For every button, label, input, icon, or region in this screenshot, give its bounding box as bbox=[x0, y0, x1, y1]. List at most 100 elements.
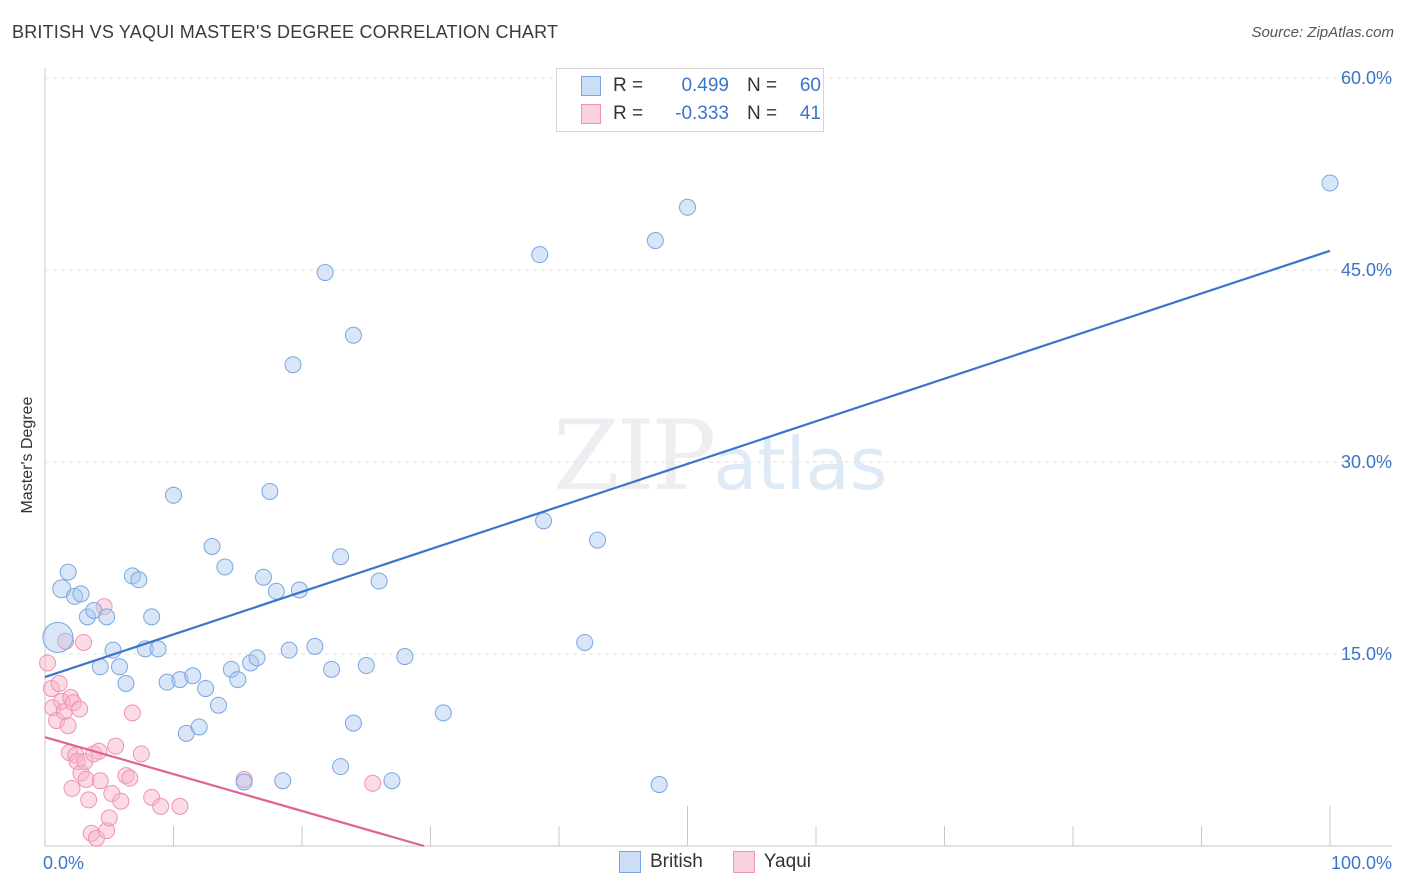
british-point bbox=[165, 486, 182, 504]
british-point bbox=[370, 572, 388, 590]
british-point bbox=[531, 246, 549, 264]
british-trend-line bbox=[44, 249, 1331, 679]
british-point bbox=[679, 198, 696, 216]
legend-british-swatch bbox=[619, 851, 641, 873]
grid-layer bbox=[45, 77, 1392, 655]
british-point bbox=[216, 558, 234, 576]
british-point bbox=[383, 772, 401, 790]
british-point bbox=[254, 568, 272, 586]
british-point bbox=[117, 674, 135, 692]
british-point bbox=[235, 773, 253, 791]
yaqui-point bbox=[77, 770, 95, 788]
yaqui-point bbox=[71, 700, 89, 718]
british-n-label: N = bbox=[747, 75, 778, 96]
yaqui-point bbox=[62, 689, 80, 707]
axis-layer bbox=[44, 68, 1392, 847]
british-point bbox=[143, 608, 161, 626]
legend-yaqui-swatch bbox=[732, 851, 755, 873]
british-point bbox=[284, 356, 302, 374]
y-tick-label: 60.0% bbox=[1341, 68, 1392, 88]
british-point bbox=[158, 673, 176, 691]
correlation-legend: R = 0.499 N = 60 R = -0.333 N = 41 bbox=[556, 68, 824, 132]
british-r-label: R = bbox=[613, 75, 644, 96]
british-point bbox=[280, 641, 298, 659]
british-point bbox=[332, 758, 350, 776]
legend-item-yaqui: Yaqui bbox=[732, 851, 811, 873]
british-point bbox=[190, 718, 208, 736]
yaqui-r-value: -0.333 bbox=[675, 103, 729, 124]
british-point bbox=[111, 658, 129, 676]
yaqui-n-label: N = bbox=[747, 103, 778, 124]
british-point bbox=[344, 714, 362, 732]
source-label: Source: ZipAtlas.com bbox=[1251, 24, 1394, 41]
y-tick-label: 45.0% bbox=[1341, 260, 1392, 280]
british-swatch bbox=[581, 76, 601, 96]
british-point bbox=[332, 548, 350, 566]
yaqui-points bbox=[39, 598, 382, 847]
british-point bbox=[59, 563, 77, 581]
british-point bbox=[316, 264, 334, 282]
chart-title: BRITISH VS YAQUI MASTER'S DEGREE CORRELA… bbox=[12, 22, 559, 42]
y-tick-label: 30.0% bbox=[1341, 452, 1392, 472]
legend-item-british: British bbox=[619, 851, 703, 873]
yaqui-point bbox=[107, 737, 125, 755]
british-r-value: 0.499 bbox=[681, 75, 729, 96]
watermark-zip: ZIP bbox=[553, 400, 716, 512]
x-tick-label: 100.0% bbox=[1331, 853, 1392, 873]
british-point bbox=[357, 657, 375, 675]
yaqui-swatch bbox=[581, 104, 601, 124]
yaqui-point bbox=[152, 797, 170, 815]
british-n-value: 60 bbox=[799, 75, 821, 96]
x-tick-label: 0.0% bbox=[43, 853, 84, 873]
british-point bbox=[589, 531, 607, 549]
british-point bbox=[650, 776, 668, 794]
yaqui-point bbox=[100, 809, 118, 827]
british-point bbox=[646, 232, 664, 250]
yaqui-r-label: R = bbox=[613, 103, 644, 124]
british-point bbox=[42, 621, 74, 653]
legend-row-yaqui: R = -0.333 N = 41 bbox=[581, 101, 821, 127]
yaqui-point bbox=[95, 598, 113, 616]
yaqui-point bbox=[132, 745, 150, 763]
yaqui-point bbox=[91, 772, 109, 790]
british-point bbox=[78, 608, 96, 626]
yaqui-point bbox=[80, 791, 98, 809]
british-point bbox=[267, 582, 285, 600]
british-point bbox=[306, 637, 324, 655]
british-point bbox=[434, 704, 452, 722]
yaqui-point bbox=[121, 769, 139, 787]
british-point bbox=[1321, 174, 1339, 192]
yaqui-trend-line bbox=[44, 736, 425, 848]
british-point bbox=[52, 579, 72, 599]
british-point bbox=[197, 680, 215, 698]
watermark: ZIPatlas bbox=[553, 400, 887, 512]
yaqui-point bbox=[59, 717, 77, 735]
british-point bbox=[261, 482, 279, 500]
british-point bbox=[184, 667, 202, 685]
yaqui-point bbox=[50, 674, 68, 692]
yaqui-point bbox=[364, 774, 382, 792]
watermark-atlas: atlas bbox=[713, 422, 888, 506]
y-tick-label: 15.0% bbox=[1341, 644, 1392, 664]
british-point bbox=[323, 660, 341, 678]
british-point bbox=[396, 648, 414, 666]
british-points bbox=[42, 174, 1339, 794]
yaqui-point bbox=[123, 704, 141, 722]
british-point bbox=[130, 571, 148, 589]
legend-british-label: British bbox=[650, 851, 703, 872]
british-point bbox=[171, 671, 189, 689]
legend-yaqui-label: Yaqui bbox=[763, 851, 811, 872]
yaqui-point bbox=[64, 694, 82, 712]
british-point bbox=[344, 326, 362, 344]
british-point bbox=[222, 660, 240, 678]
series-legend: British Yaqui bbox=[619, 851, 841, 873]
yaqui-point bbox=[143, 788, 161, 806]
trend-layer bbox=[44, 249, 1331, 848]
yaqui-point bbox=[98, 822, 116, 840]
yaqui-point bbox=[63, 779, 81, 797]
yaqui-point bbox=[75, 633, 93, 651]
british-point bbox=[274, 772, 292, 790]
yaqui-point bbox=[39, 654, 57, 672]
british-point bbox=[535, 512, 553, 530]
